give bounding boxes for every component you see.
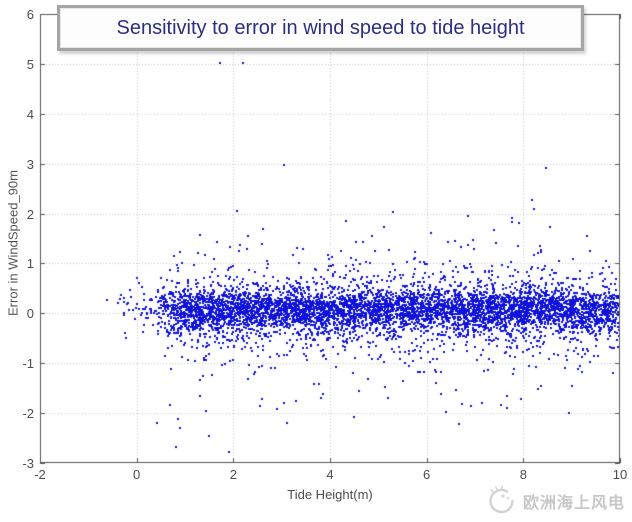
- y-tick-label: 4: [26, 106, 34, 122]
- chart-title-box: Sensitivity to error in wind speed to ti…: [57, 5, 584, 51]
- y-tick-label: -3: [22, 456, 34, 471]
- x-tick-label: 4: [326, 467, 334, 482]
- watermark-text: 欧洲海上风电: [523, 495, 626, 512]
- x-tick-label: 0: [133, 467, 141, 482]
- x-tick-label: 8: [519, 467, 527, 482]
- x-axis-label: Tide Height(m): [287, 487, 373, 502]
- y-tick-label: 6: [26, 7, 34, 22]
- y-tick-label: 2: [26, 206, 34, 222]
- y-tick-label: 0: [26, 306, 34, 322]
- watermark: 欧洲海上风电: [483, 483, 625, 519]
- y-tick-label: -2: [22, 406, 34, 422]
- y-tick-label: 3: [26, 156, 34, 172]
- y-axis-label: Error in WindSpeed_90m: [5, 170, 21, 316]
- x-tick-label: 2: [229, 467, 237, 482]
- y-tick-label: -1: [22, 356, 34, 372]
- y-tick-label: 1: [26, 256, 34, 272]
- x-tick-label: 10: [612, 467, 628, 482]
- x-tick-label: -2: [34, 467, 46, 482]
- x-tick-label: 6: [423, 467, 431, 482]
- offshore-wind-logo-icon: [489, 485, 514, 514]
- y-tick-label: 5: [26, 56, 34, 72]
- chart-title: Sensitivity to error in wind speed to ti…: [116, 16, 525, 39]
